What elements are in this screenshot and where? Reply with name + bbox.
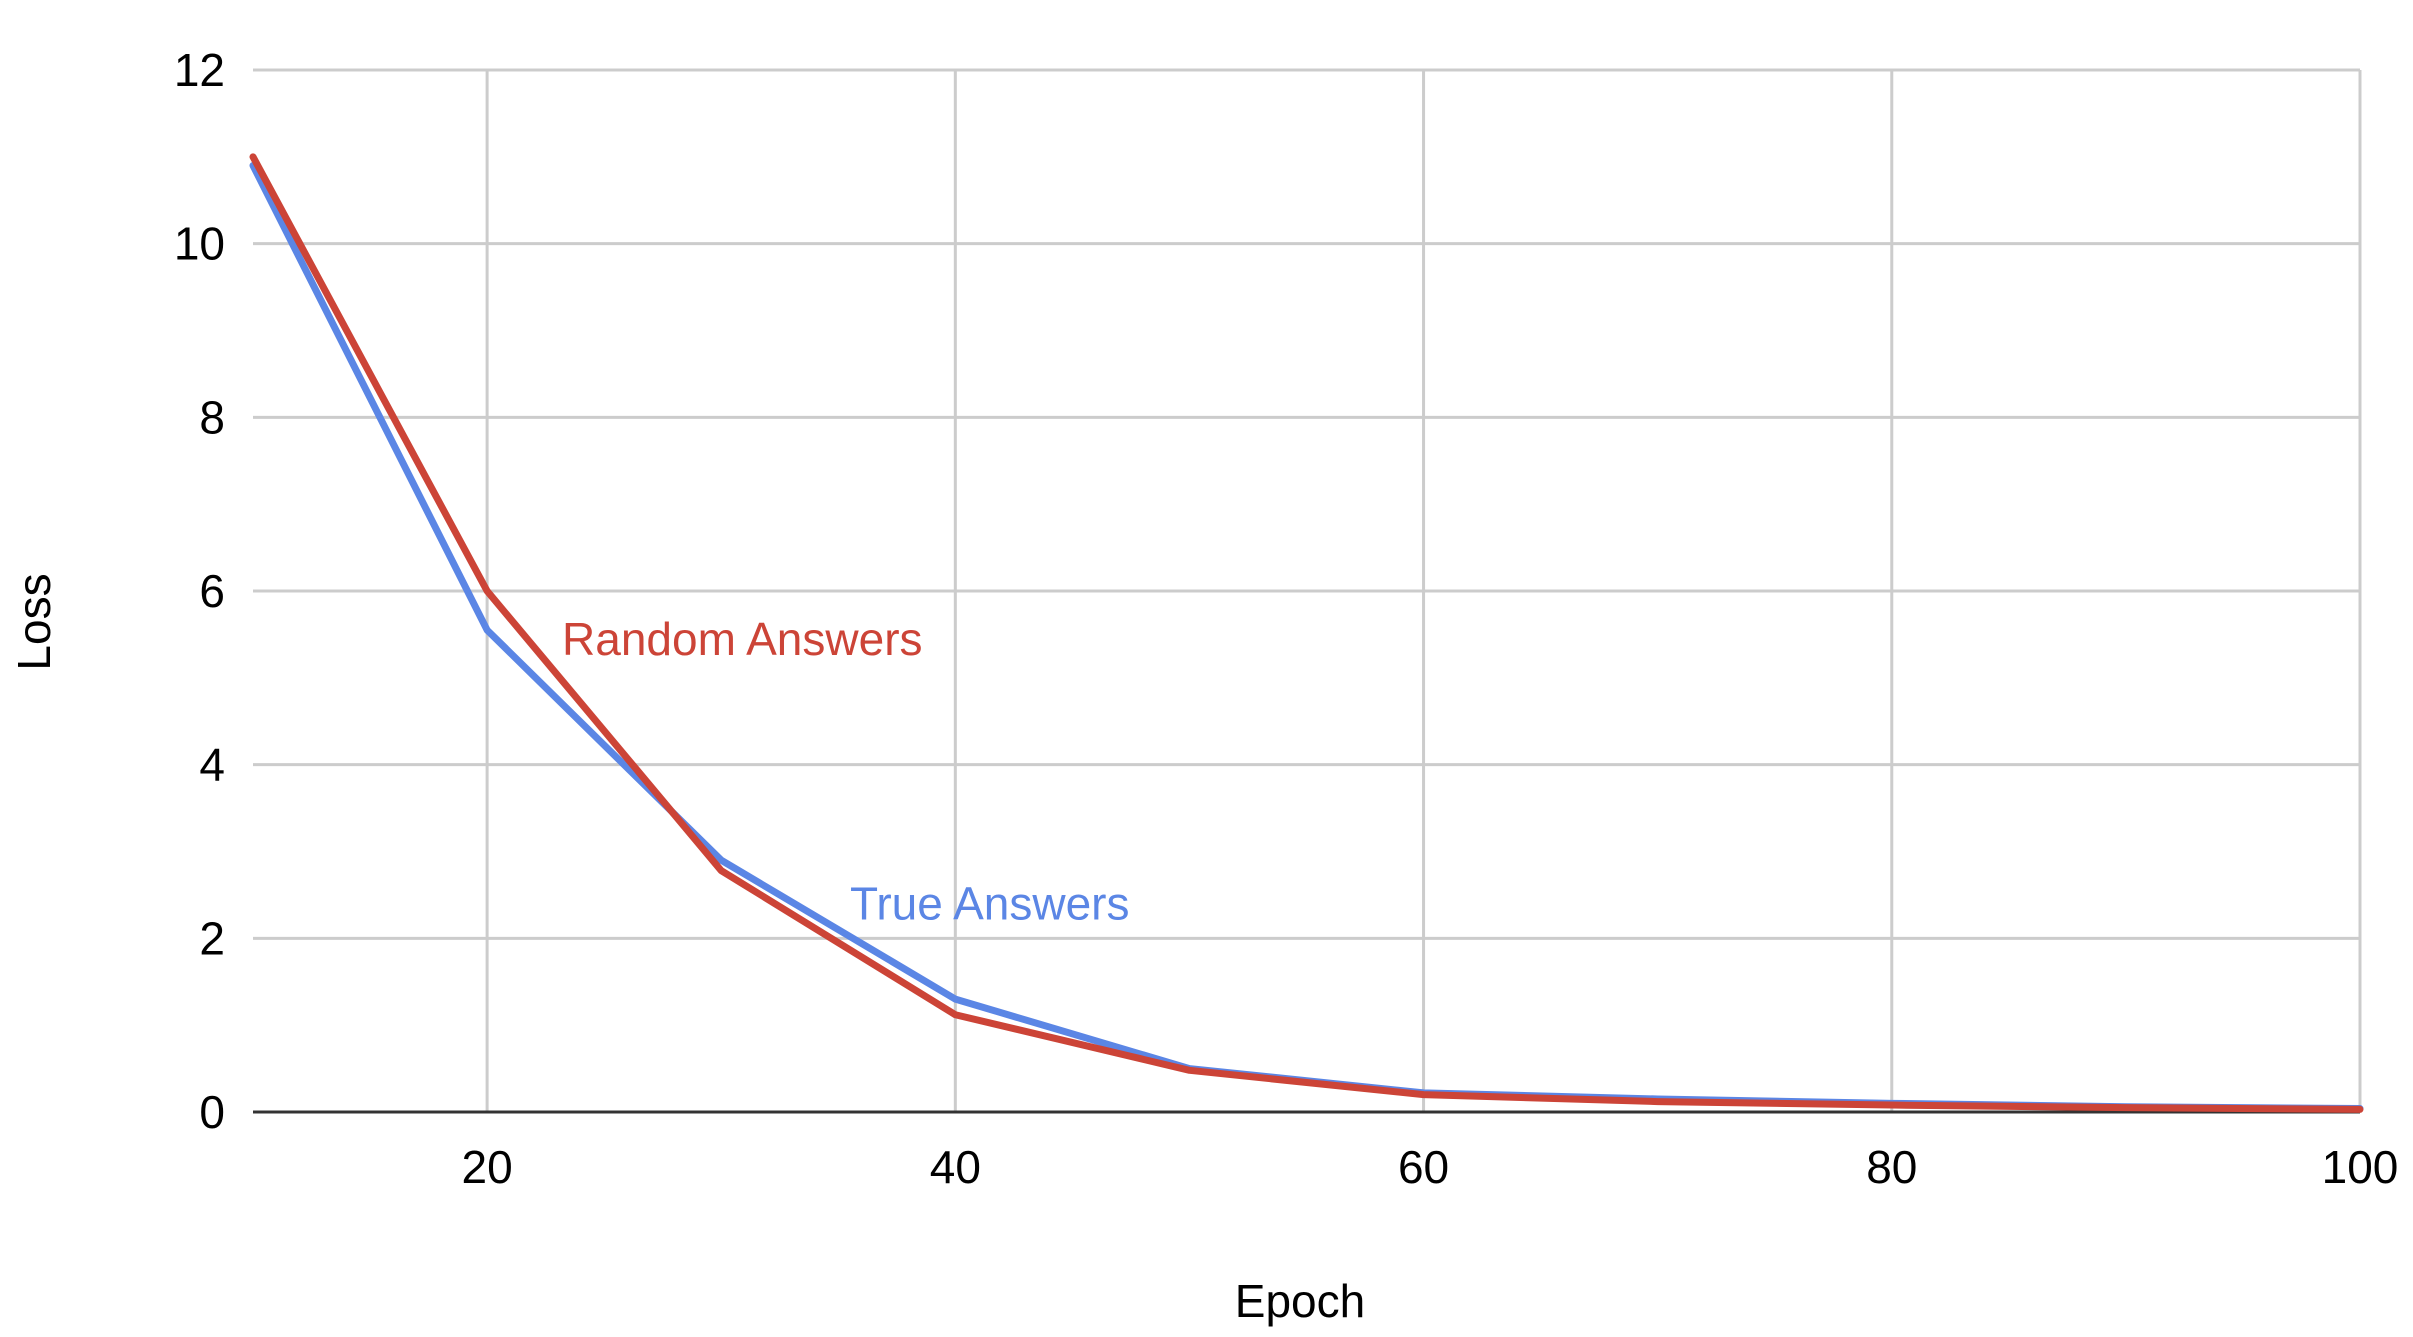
y-tick-label: 0 [199,1086,225,1138]
random-answers-line [249,153,2364,1113]
x-tick-label: 60 [1398,1141,1449,1193]
series-lines [249,153,2364,1113]
y-tick-label: 6 [199,565,225,617]
y-axis-title: Loss [8,573,60,670]
y-tick-label: 12 [174,44,225,96]
y-tick-label: 10 [174,218,225,270]
y-tick-label: 8 [199,391,225,443]
x-tick-label: 80 [1866,1141,1917,1193]
x-axis-title: Epoch [1235,1275,1365,1327]
x-tick-label: 100 [2322,1141,2399,1193]
y-tick-label: 4 [199,739,225,791]
random-answers-label: Random Answers [562,613,923,665]
x-axis-ticks: 20 40 60 80 100 [462,1141,2399,1193]
grid [253,68,2362,1112]
y-tick-label: 2 [199,912,225,964]
true-answers-label: True Answers [850,878,1130,930]
x-tick-label: 20 [462,1141,513,1193]
series-labels: True Answers Random Answers [562,613,1129,930]
x-tick-label: 40 [930,1141,981,1193]
y-axis-ticks: 0 2 4 6 8 10 12 [174,44,225,1138]
